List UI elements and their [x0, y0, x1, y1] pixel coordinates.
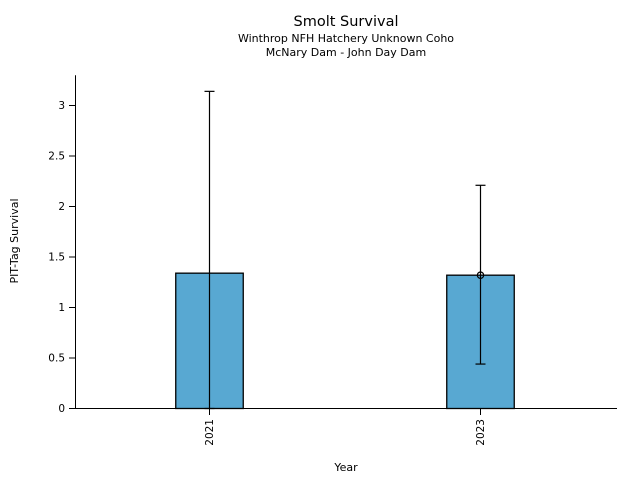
point-marker-2023: [476, 271, 485, 279]
y-tick-label: 1: [58, 302, 65, 314]
plot-generated-content: 0 0.5 1 1.5 2 2.5 3 2021 2023: [48, 75, 617, 446]
y-tick-label: 2: [58, 201, 65, 213]
chart-title: Smolt Survival: [294, 14, 399, 30]
y-axis-label: PIT-Tag Survival: [8, 198, 21, 283]
y-tick-label: 0.5: [48, 353, 65, 365]
chart-subtitle-2: McNary Dam - John Day Dam: [266, 46, 426, 59]
y-tick-label: 1.5: [48, 252, 65, 264]
chart-subtitle-1: Winthrop NFH Hatchery Unknown Coho: [238, 32, 454, 45]
y-tick-label: 0: [58, 403, 65, 415]
y-tick-label: 2.5: [48, 151, 65, 163]
x-tick-label: 2023: [475, 419, 487, 446]
y-tick-label: 3: [58, 100, 65, 112]
x-axis-label: Year: [333, 461, 358, 474]
x-tick-label: 2021: [204, 419, 216, 446]
